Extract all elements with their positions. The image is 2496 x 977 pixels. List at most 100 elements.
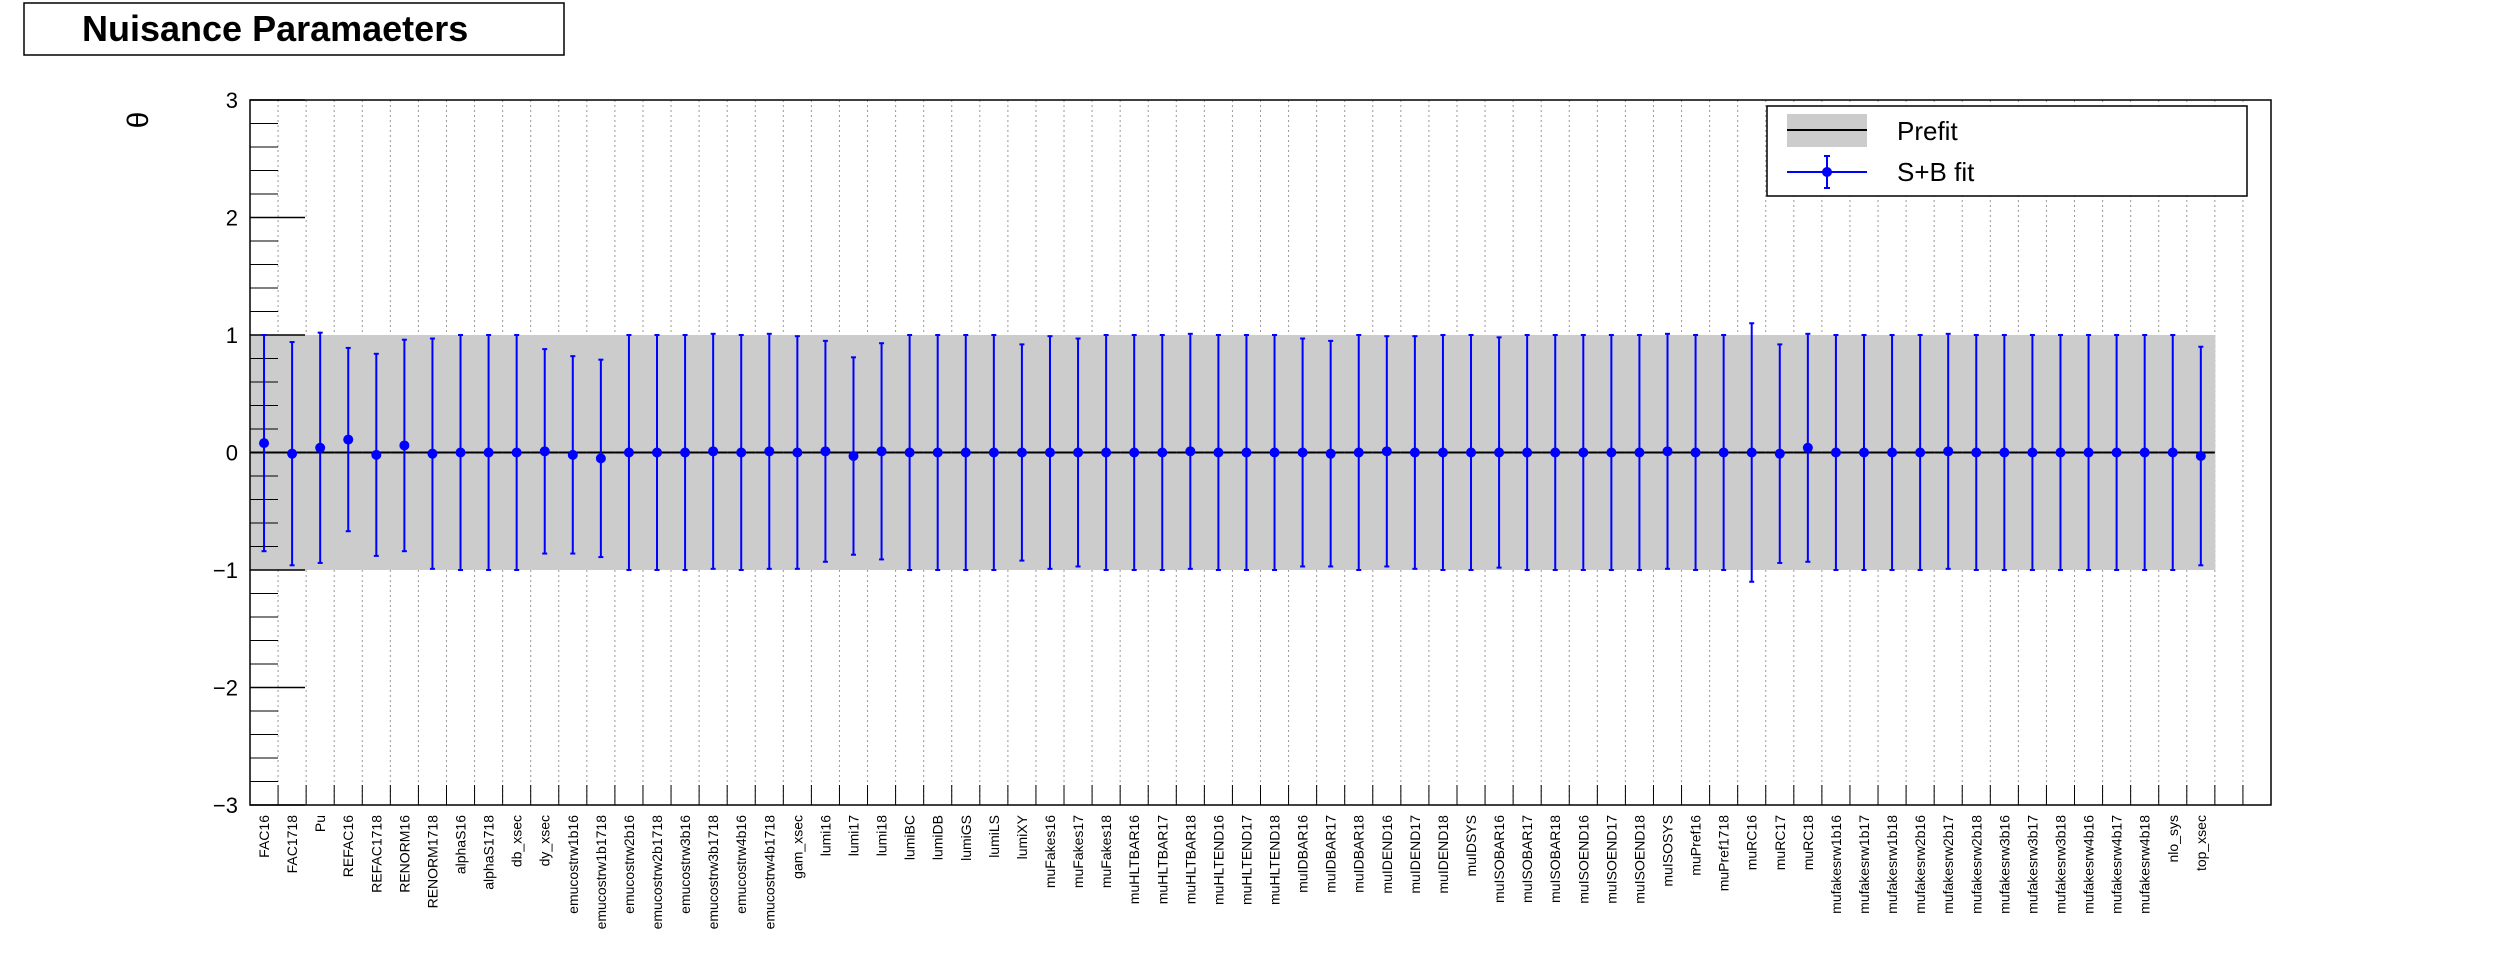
marker <box>1213 447 1224 458</box>
x-tick-label: dy_xsec <box>537 815 553 866</box>
marker <box>1409 447 1420 458</box>
x-tick-label: db_xsec <box>509 815 525 867</box>
y-tick-label: 0 <box>226 441 238 466</box>
legend-label: S+B fit <box>1897 157 1975 187</box>
marker <box>455 447 466 458</box>
fit-point <box>1129 334 1140 571</box>
marker <box>1887 447 1898 458</box>
marker <box>2111 447 2122 458</box>
marker <box>1353 447 1364 458</box>
fit-point <box>567 355 578 555</box>
fit-point <box>1634 334 1645 571</box>
fit-point <box>1437 334 1448 571</box>
x-tick-label: nlo_sys <box>2165 815 2181 862</box>
marker <box>1999 447 2010 458</box>
x-tick-label: lumiDB <box>930 815 946 860</box>
x-tick-label: mufakesrw3b18 <box>2052 815 2068 914</box>
x-tick-label: muIDEND16 <box>1379 815 1395 894</box>
x-tick-label: lumi16 <box>817 815 833 856</box>
marker <box>876 446 887 457</box>
x-tick-label: muFakes16 <box>1042 815 1058 888</box>
fit-point <box>1269 334 1280 571</box>
fit-point <box>932 334 943 571</box>
x-tick-label: emucostrw3b1718 <box>705 815 721 930</box>
marker <box>1915 447 1926 458</box>
fit-point <box>1858 334 1869 571</box>
marker <box>820 446 831 457</box>
fit-point <box>1971 334 1982 571</box>
fit-point <box>399 338 410 553</box>
x-tick-label: muPref16 <box>1688 815 1704 876</box>
fit-point <box>820 339 831 563</box>
x-tick-label: muPref1718 <box>1716 815 1732 891</box>
marker <box>623 447 634 458</box>
x-tick-label: FAC1718 <box>284 815 300 874</box>
x-tick-label: emucostrw3b16 <box>677 815 693 914</box>
fit-point <box>1774 343 1785 564</box>
x-tick-label: muIDSYS <box>1463 815 1479 876</box>
x-tick-label: mufakesrw3b17 <box>2024 815 2040 914</box>
fit-point <box>2195 345 2206 567</box>
fit-point <box>904 334 915 571</box>
marker <box>2083 447 2094 458</box>
x-tick-label: muHLTBAR18 <box>1182 815 1198 904</box>
x-tick-label: alphaS16 <box>453 815 469 874</box>
x-tick-label: muISOBAR18 <box>1547 815 1563 903</box>
fit-point <box>427 337 438 570</box>
fit-point <box>988 334 999 571</box>
fit-point <box>511 334 522 571</box>
marker <box>960 447 971 458</box>
fit-point <box>2139 334 2150 571</box>
marker <box>539 446 550 457</box>
fit-point <box>792 335 803 570</box>
chart-title: Nuisance Paramaeters <box>82 8 468 49</box>
fit-point <box>259 334 270 553</box>
fit-point <box>315 331 326 564</box>
x-tick-label: lumi18 <box>874 815 890 856</box>
x-tick-label: mufakesrw4b17 <box>2109 815 2125 914</box>
marker <box>1774 448 1785 459</box>
fit-point <box>1887 334 1898 571</box>
fit-point <box>736 334 747 571</box>
x-tick-label: muHLTEND18 <box>1267 815 1283 905</box>
x-tick-label: mufakesrw2b18 <box>1968 815 1984 914</box>
fit-point <box>848 356 859 556</box>
fit-point <box>1718 334 1729 571</box>
x-tick-label: muISOSYS <box>1660 815 1676 887</box>
x-tick-label: muISOBAR16 <box>1491 815 1507 903</box>
marker <box>343 434 354 445</box>
marker <box>1466 447 1477 458</box>
fit-point <box>2083 334 2094 571</box>
marker <box>904 447 915 458</box>
x-tick-label: REFAC1718 <box>368 815 384 893</box>
marker <box>1101 447 1112 458</box>
fit-point <box>876 342 887 561</box>
marker <box>567 449 578 460</box>
marker <box>1718 447 1729 458</box>
fit-point <box>1494 336 1505 569</box>
x-tick-label: muIDEND17 <box>1407 815 1423 894</box>
x-tick-label: mufakesrw1b17 <box>1856 815 1872 914</box>
marker <box>988 447 999 458</box>
x-tick-label: muRC16 <box>1744 815 1760 870</box>
fit-point <box>680 334 691 571</box>
x-tick-label: mufakesrw3b16 <box>1996 815 2012 914</box>
y-tick-label: −2 <box>213 676 238 701</box>
x-tick-label: muISOBAR17 <box>1519 815 1535 903</box>
fit-point <box>1409 335 1420 570</box>
x-tick-label: muRC17 <box>1772 815 1788 870</box>
fit-point <box>1690 334 1701 571</box>
fit-point <box>1241 334 1252 571</box>
fit-point <box>371 352 382 557</box>
x-tick-label: mufakesrw1b18 <box>1884 815 1900 914</box>
marker <box>1830 447 1841 458</box>
fit-point <box>483 334 494 571</box>
x-tick-label: muISOEND17 <box>1603 815 1619 904</box>
fit-point <box>1044 335 1055 570</box>
legend-marker <box>1822 167 1832 177</box>
fit-point <box>960 334 971 571</box>
marker <box>2195 451 2206 462</box>
x-tick-label: muIDBAR16 <box>1295 815 1311 893</box>
marker <box>1550 447 1561 458</box>
x-tick-label: RENORM16 <box>396 815 412 893</box>
